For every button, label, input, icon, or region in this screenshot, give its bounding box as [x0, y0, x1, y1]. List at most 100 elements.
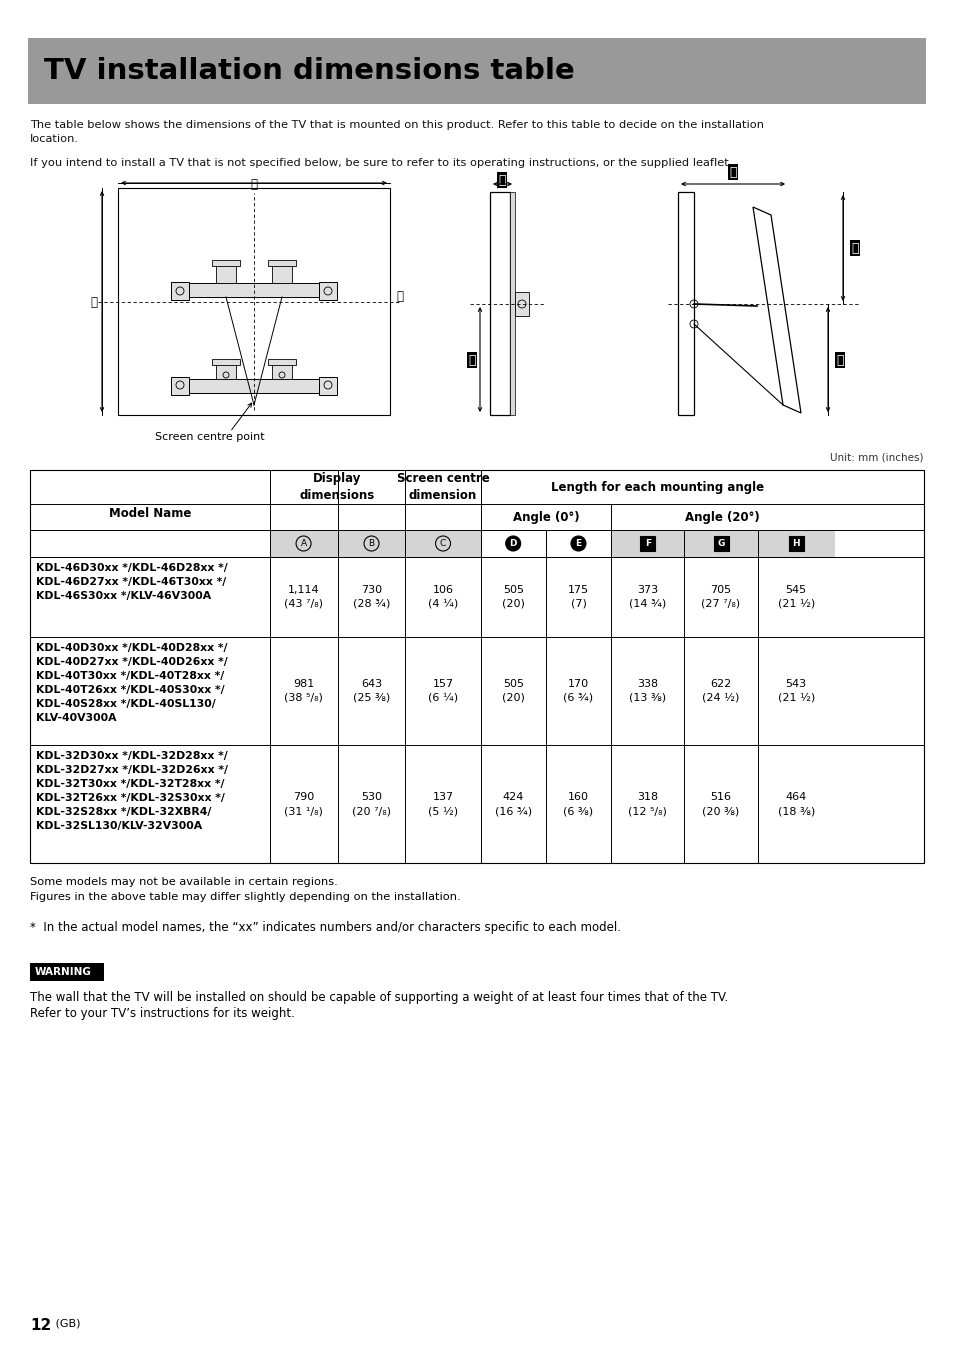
- Bar: [318, 282, 336, 300]
- Text: (25 ⅜): (25 ⅜): [353, 693, 390, 703]
- Text: KDL-46D30xx */KDL-46D28xx */
KDL-46D27xx */KDL-46T30xx */
KDL-46S30xx */KLV-46V3: KDL-46D30xx */KDL-46D28xx */ KDL-46D27xx…: [36, 563, 228, 601]
- Text: (14 ¾): (14 ¾): [628, 598, 666, 609]
- Text: Ⓒ: Ⓒ: [395, 289, 402, 303]
- Text: 505: 505: [502, 680, 523, 689]
- Text: (21 ½): (21 ½): [777, 693, 814, 703]
- Bar: [405, 530, 480, 557]
- Bar: [30, 470, 923, 863]
- Text: 545: 545: [784, 585, 806, 594]
- Text: 543: 543: [784, 680, 806, 689]
- Text: (20): (20): [501, 598, 524, 609]
- Circle shape: [295, 536, 311, 551]
- Text: (5 ½): (5 ½): [428, 807, 457, 816]
- Text: Figures in the above table may differ slightly depending on the installation.: Figures in the above table may differ sl…: [30, 892, 460, 902]
- Bar: [118, 188, 390, 415]
- Bar: [189, 380, 318, 393]
- Bar: [337, 530, 405, 557]
- Text: (6 ¼): (6 ¼): [428, 693, 457, 703]
- Bar: [510, 192, 515, 415]
- Text: ⓔ: ⓔ: [497, 173, 505, 186]
- Text: C: C: [439, 539, 446, 549]
- Text: Some models may not be available in certain regions.: Some models may not be available in cert…: [30, 877, 337, 888]
- Bar: [272, 261, 292, 282]
- Text: Unit: mm (inches): Unit: mm (inches): [830, 453, 923, 462]
- Text: 106: 106: [432, 585, 453, 594]
- Circle shape: [570, 536, 585, 551]
- Text: 643: 643: [360, 680, 381, 689]
- Bar: [189, 282, 318, 297]
- Bar: [215, 261, 235, 282]
- Text: 318: 318: [637, 792, 658, 802]
- Bar: [713, 536, 728, 551]
- Text: Ⓕ: Ⓕ: [728, 166, 736, 178]
- Bar: [270, 530, 337, 557]
- Text: 12: 12: [30, 1319, 51, 1333]
- Text: (13 ⅜): (13 ⅜): [629, 693, 665, 703]
- Text: 137: 137: [432, 792, 453, 802]
- Text: 622: 622: [710, 680, 731, 689]
- Bar: [678, 192, 693, 415]
- Text: (43 ⁷/₈): (43 ⁷/₈): [284, 598, 323, 609]
- Text: 373: 373: [637, 585, 658, 594]
- Text: 338: 338: [637, 680, 658, 689]
- Text: (38 ⁵/₈): (38 ⁵/₈): [284, 693, 323, 703]
- Bar: [212, 359, 240, 365]
- Text: 730: 730: [360, 585, 381, 594]
- Text: G: G: [717, 539, 724, 549]
- Text: (GB): (GB): [52, 1319, 80, 1329]
- Bar: [28, 38, 925, 104]
- Text: Refer to your TV’s instructions for its weight.: Refer to your TV’s instructions for its …: [30, 1006, 294, 1020]
- Bar: [318, 377, 336, 394]
- Text: (7): (7): [570, 598, 586, 609]
- Bar: [683, 530, 757, 557]
- Text: The table below shows the dimensions of the TV that is mounted on this product. : The table below shows the dimensions of …: [30, 120, 763, 145]
- Text: (20): (20): [501, 693, 524, 703]
- Bar: [639, 536, 655, 551]
- Text: *  In the actual model names, the “xx” indicates numbers and/or characters speci: * In the actual model names, the “xx” in…: [30, 921, 620, 934]
- Text: KDL-40D30xx */KDL-40D28xx */
KDL-40D27xx */KDL-40D26xx */
KDL-40T30xx */KDL-40T2: KDL-40D30xx */KDL-40D28xx */ KDL-40D27xx…: [36, 643, 228, 723]
- Circle shape: [436, 536, 450, 551]
- Text: Ⓖ: Ⓖ: [850, 242, 858, 254]
- Text: 175: 175: [567, 585, 588, 594]
- Text: (21 ½): (21 ½): [777, 598, 814, 609]
- Text: B: B: [368, 539, 375, 549]
- Bar: [757, 530, 834, 557]
- Text: (4 ¼): (4 ¼): [428, 598, 457, 609]
- Text: The wall that the TV will be installed on should be capable of supporting a weig: The wall that the TV will be installed o…: [30, 992, 727, 1004]
- Circle shape: [505, 536, 520, 551]
- Text: TV installation dimensions table: TV installation dimensions table: [44, 57, 574, 85]
- Text: 516: 516: [710, 792, 731, 802]
- Bar: [268, 359, 295, 365]
- Text: (24 ½): (24 ½): [701, 693, 739, 703]
- Text: 1,114: 1,114: [288, 585, 319, 594]
- Bar: [215, 361, 235, 380]
- Text: 981: 981: [293, 680, 314, 689]
- Bar: [30, 963, 104, 981]
- Text: (28 ¾): (28 ¾): [353, 598, 390, 609]
- Text: (31 ¹/₈): (31 ¹/₈): [284, 807, 323, 816]
- Text: Model Name: Model Name: [109, 507, 191, 520]
- Bar: [515, 292, 529, 316]
- Text: Screen centre point: Screen centre point: [155, 432, 265, 442]
- Text: F: F: [644, 539, 650, 549]
- Bar: [611, 530, 683, 557]
- Text: Display
dimensions: Display dimensions: [299, 471, 375, 503]
- Text: Ⓗ: Ⓗ: [836, 354, 842, 366]
- Text: (12 ⁵/₈): (12 ⁵/₈): [628, 807, 666, 816]
- Bar: [788, 536, 802, 551]
- Text: A: A: [300, 539, 306, 549]
- Text: 705: 705: [710, 585, 731, 594]
- Circle shape: [364, 536, 378, 551]
- Text: (16 ¾): (16 ¾): [494, 807, 531, 816]
- Bar: [212, 259, 240, 266]
- Bar: [490, 192, 510, 415]
- Text: Ⓑ: Ⓑ: [91, 296, 97, 308]
- Bar: [171, 282, 189, 300]
- Text: 464: 464: [784, 792, 806, 802]
- Text: 530: 530: [360, 792, 381, 802]
- Text: (18 ⅜): (18 ⅜): [777, 807, 814, 816]
- Text: Ⓐ: Ⓐ: [251, 178, 257, 190]
- Text: Screen centre
dimension: Screen centre dimension: [396, 471, 489, 503]
- Text: 424: 424: [502, 792, 523, 802]
- Text: If you intend to install a TV that is not specified below, be sure to refer to i: If you intend to install a TV that is no…: [30, 158, 732, 168]
